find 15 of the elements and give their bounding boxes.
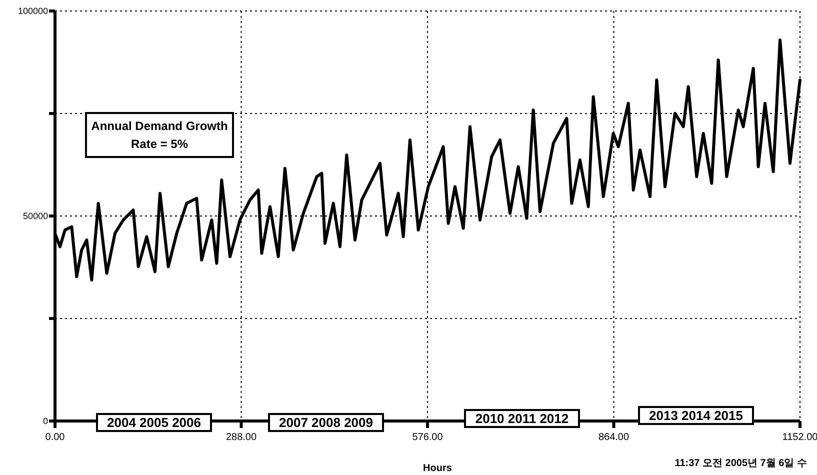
x-tick-label: 288.00 [226,432,257,443]
x-tick-label: 1152.00 [782,432,817,443]
text: 11:37 오전 2005년 7월 6일 수 [674,457,807,470]
x-tick-label: 576.00 [412,432,444,443]
y-tick-label: 0 [42,416,48,426]
annotation: 2013 2014 2015 [638,406,754,425]
annotation: Annual Demand Growth Rate = 5% [85,112,234,158]
x-tick-label: 864.00 [598,432,630,443]
x-tick-label: 0.00 [45,432,66,443]
annotation: 2010 2011 2012 [464,409,580,428]
y-tick-label: 50000 [22,211,48,221]
x-axis-title: Hours [423,463,452,474]
annotation: 2004 2005 2006 [96,413,212,432]
annotation: 2007 2008 2009 [268,413,384,432]
y-tick-label: 100000 [18,6,48,16]
